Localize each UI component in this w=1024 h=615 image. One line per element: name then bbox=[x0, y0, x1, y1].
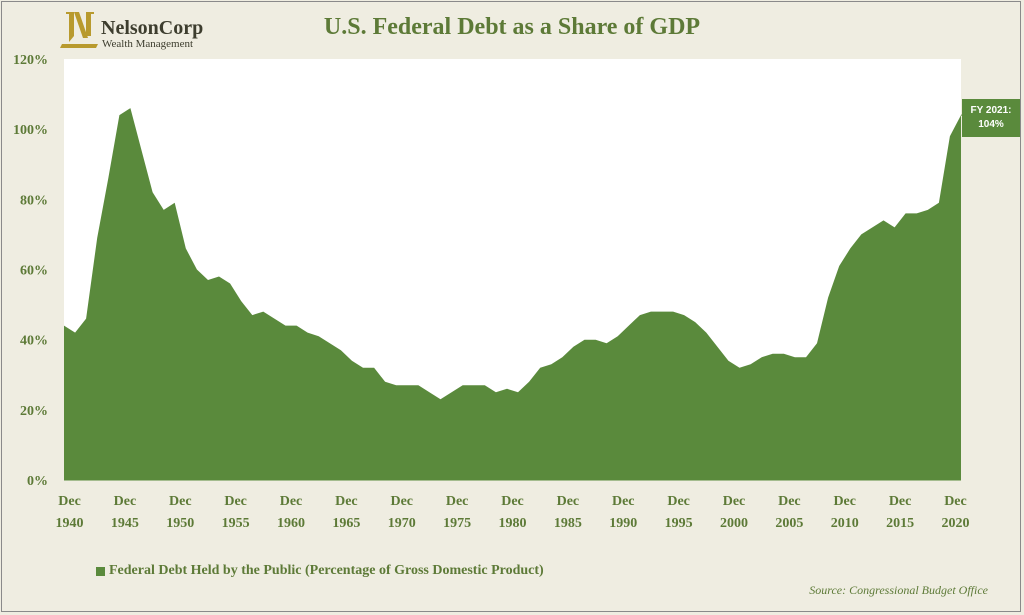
logo-subtitle: Wealth Management bbox=[102, 38, 194, 50]
x-tick-label-year: 1940 bbox=[56, 516, 84, 531]
x-tick-label-month: Dec bbox=[778, 494, 801, 509]
x-tick-label-year: 1945 bbox=[111, 516, 139, 531]
x-tick-label-month: Dec bbox=[114, 494, 137, 509]
x-tick-label-year: 1950 bbox=[166, 516, 194, 531]
y-tick-label: 100% bbox=[13, 123, 48, 138]
x-tick-label-month: Dec bbox=[169, 494, 192, 509]
x-tick-labels: Dec 1940 Dec 1945 Dec 1950 Dec 1955 Dec 1960 Dec 19… bbox=[56, 494, 970, 531]
source-note: Source: Congressional Budget Office bbox=[809, 583, 988, 597]
x-tick-label-month: Dec bbox=[58, 494, 81, 509]
y-tick-label: 0% bbox=[27, 474, 48, 489]
x-tick-label-year: 2010 bbox=[831, 516, 859, 531]
x-tick-label-month: Dec bbox=[944, 494, 967, 509]
x-tick-label-year: 1955 bbox=[222, 516, 250, 531]
x-tick-label-year: 1985 bbox=[554, 516, 582, 531]
legend: Federal Debt Held by the Public (Percent… bbox=[96, 563, 544, 579]
x-tick-label-month: Dec bbox=[390, 494, 413, 509]
x-tick-label-month: Dec bbox=[723, 494, 746, 509]
x-tick-label-month: Dec bbox=[224, 494, 247, 509]
x-tick-label-year: 2020 bbox=[941, 516, 969, 531]
y-tick-label: 120% bbox=[13, 53, 48, 68]
x-tick-label-year: 1975 bbox=[443, 516, 471, 531]
x-tick-label-month: Dec bbox=[612, 494, 635, 509]
x-tick-label-year: 2005 bbox=[775, 516, 803, 531]
x-tick-label-year: 2015 bbox=[886, 516, 914, 531]
x-tick-label-year: 2000 bbox=[720, 516, 748, 531]
legend-label: Federal Debt Held by the Public (Percent… bbox=[109, 563, 544, 578]
company-logo: NelsonCorp Wealth Management bbox=[60, 8, 250, 52]
callout-line1: FY 2021: bbox=[970, 105, 1012, 116]
y-tick-label: 20% bbox=[20, 404, 48, 419]
x-tick-label-year: 1990 bbox=[609, 516, 637, 531]
x-tick-label-month: Dec bbox=[889, 494, 912, 509]
y-tick-label: 40% bbox=[20, 334, 48, 349]
chart-title: U.S. Federal Debt as a Share of GDP bbox=[323, 14, 701, 40]
x-tick-label-month: Dec bbox=[335, 494, 358, 509]
x-tick-label-month: Dec bbox=[833, 494, 856, 509]
logo-n-mark-icon bbox=[60, 12, 98, 48]
x-tick-label-year: 1995 bbox=[665, 516, 693, 531]
y-tick-labels: 0% 20% 40% 60% 80% 100% 120% bbox=[13, 53, 48, 489]
logo-company-name: NelsonCorp bbox=[101, 17, 204, 39]
x-tick-label-month: Dec bbox=[667, 494, 690, 509]
y-tick-label: 80% bbox=[20, 193, 48, 208]
x-tick-label-year: 1960 bbox=[277, 516, 305, 531]
x-tick-label-year: 1970 bbox=[388, 516, 416, 531]
x-tick-label-month: Dec bbox=[501, 494, 524, 509]
x-tick-label-month: Dec bbox=[557, 494, 580, 509]
x-tick-label-year: 1965 bbox=[332, 516, 360, 531]
legend-swatch bbox=[96, 566, 105, 576]
fy2021-callout: FY 2021: 104% bbox=[962, 99, 1020, 137]
x-tick-label-year: 1980 bbox=[499, 516, 527, 531]
x-tick-label-month: Dec bbox=[446, 494, 469, 509]
y-tick-label: 60% bbox=[20, 264, 48, 279]
callout-line2: 104% bbox=[978, 119, 1004, 130]
x-tick-label-month: Dec bbox=[280, 494, 303, 509]
debt-area-series bbox=[64, 108, 961, 480]
